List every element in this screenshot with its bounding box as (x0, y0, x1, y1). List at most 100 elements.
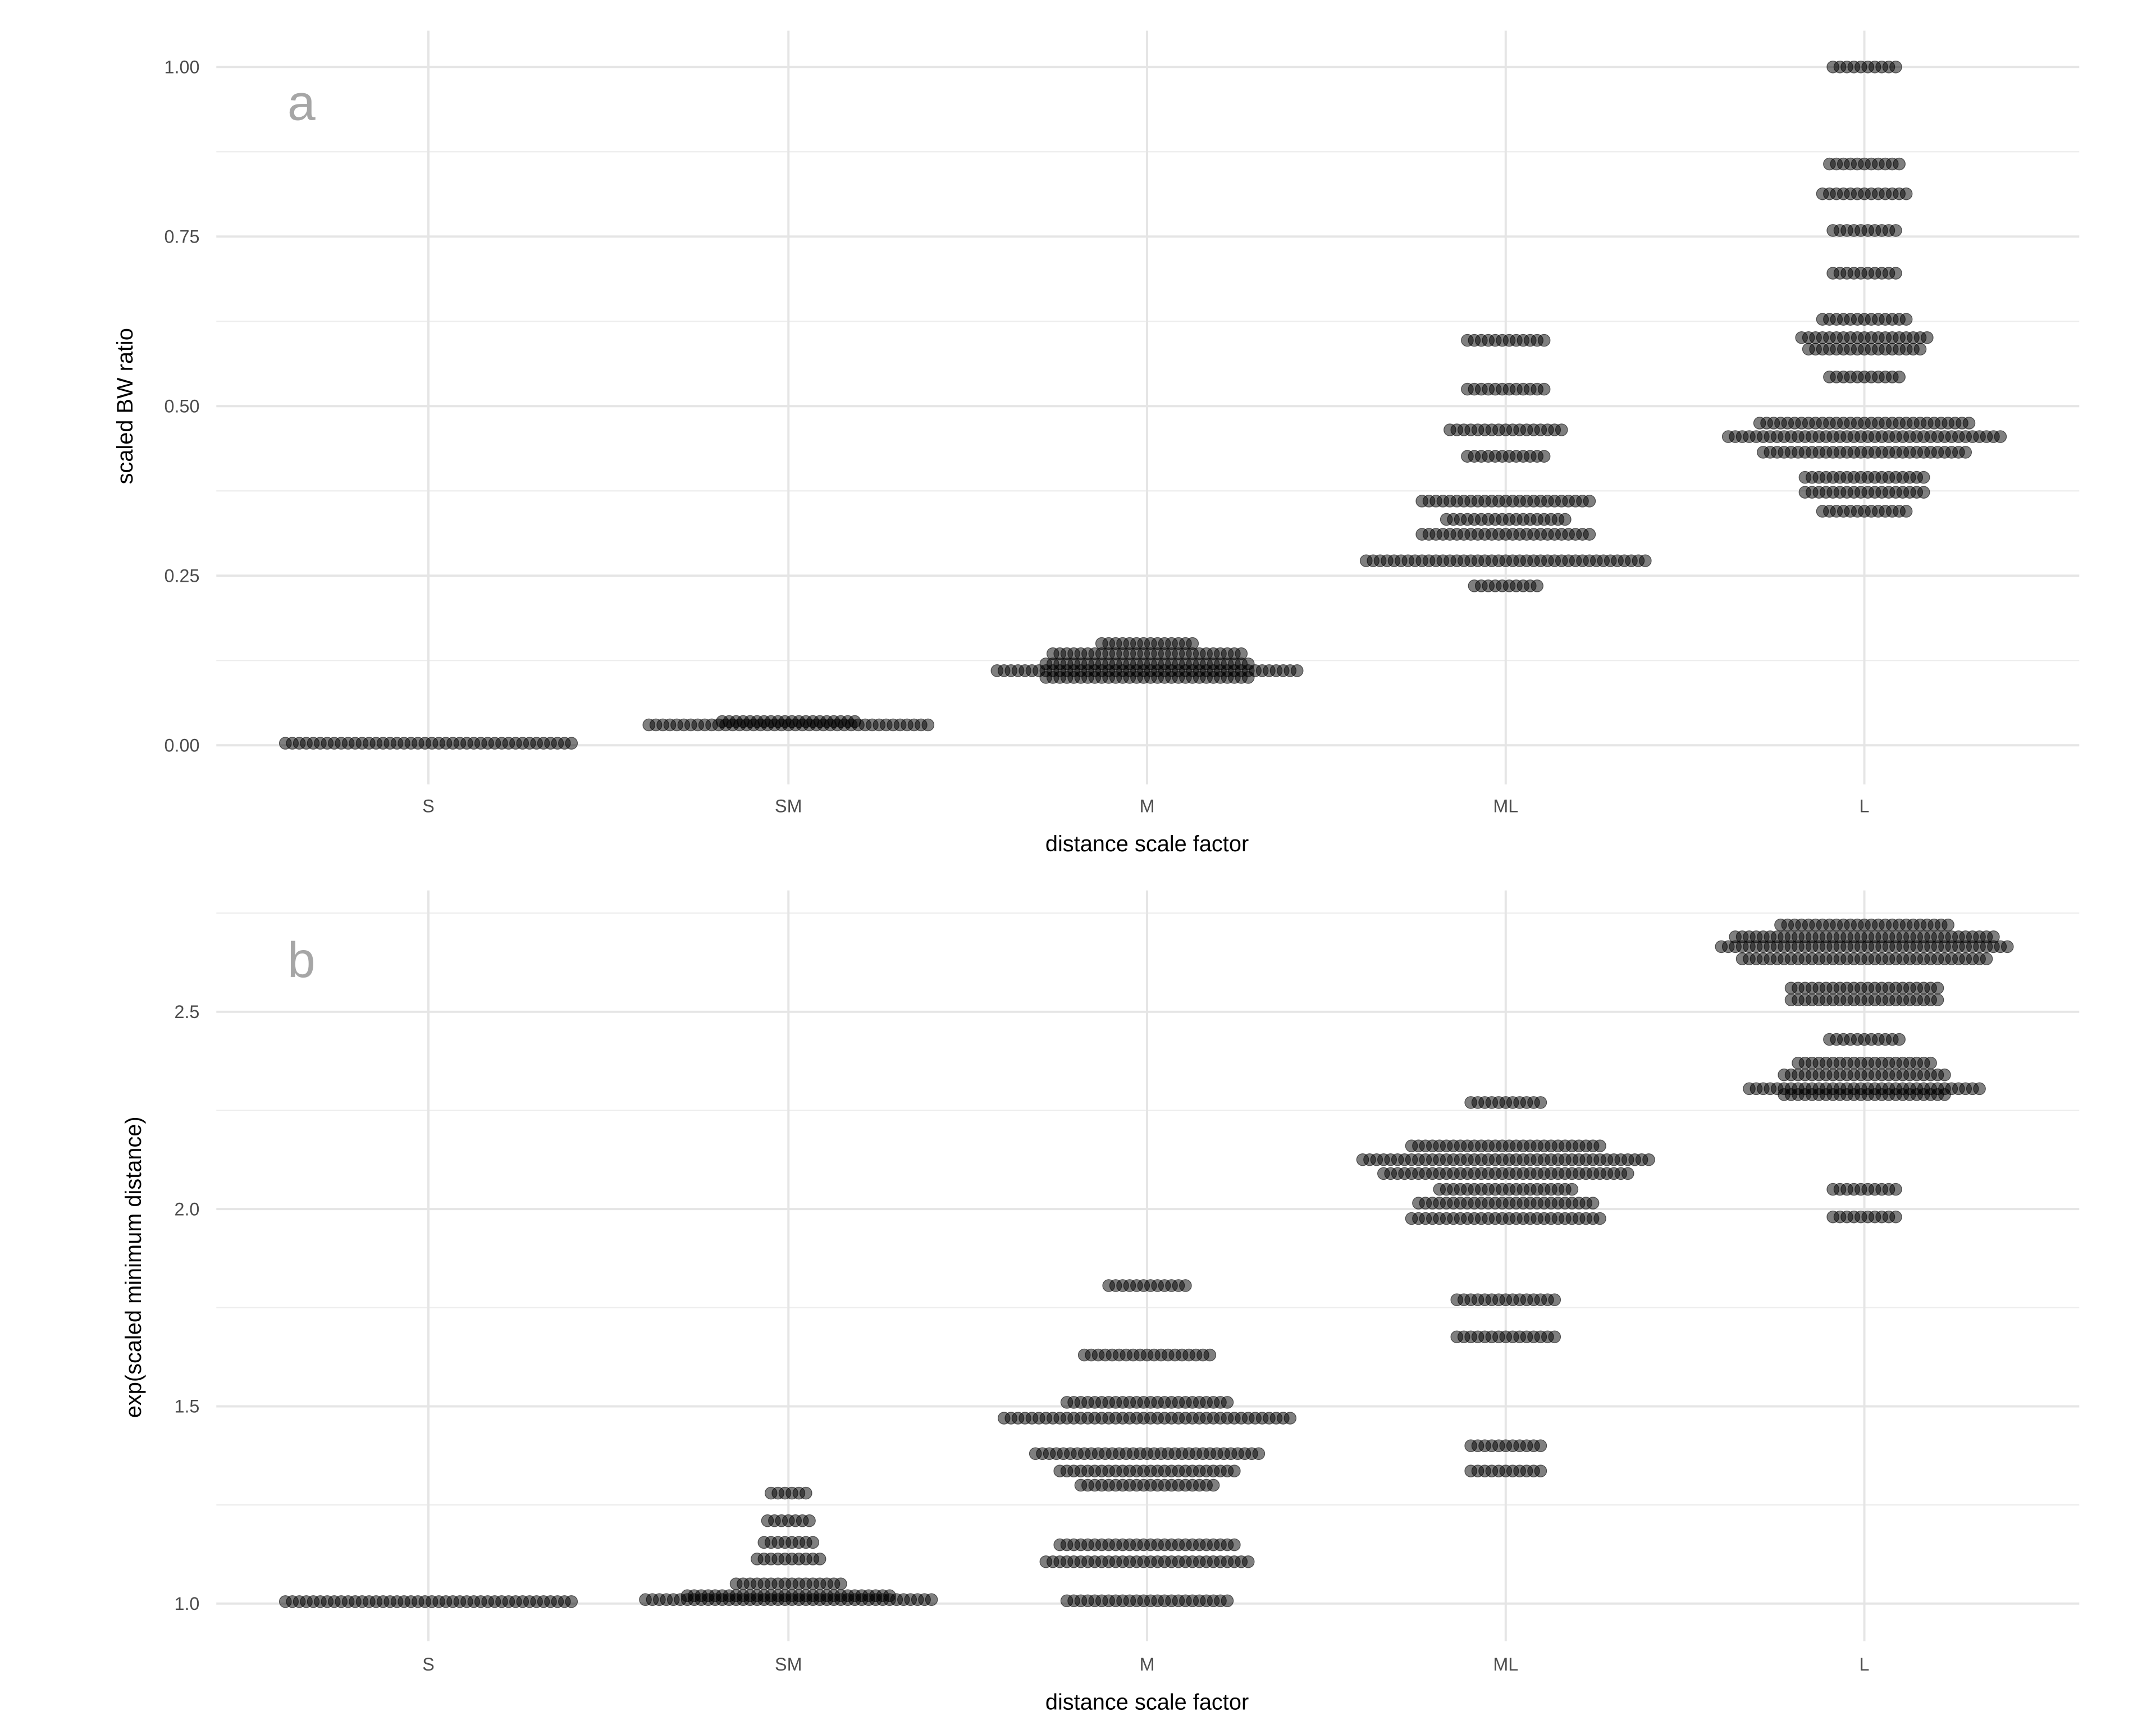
data-point (1186, 637, 1199, 650)
data-point (1994, 430, 2007, 443)
grid (216, 30, 2080, 784)
x-tick-label: M (1140, 1654, 1155, 1674)
data-point (1531, 579, 1544, 592)
x-tick-label: L (1860, 796, 1870, 816)
data-point (1639, 554, 1652, 567)
points-SM (642, 715, 935, 732)
data-point (813, 1553, 826, 1566)
data-point (1959, 446, 1972, 459)
x-tick-label: SM (775, 1654, 802, 1674)
x-axis-title-b: distance scale factor (1045, 1690, 1249, 1715)
data-point (1207, 1478, 1220, 1492)
data-point (1962, 417, 1976, 430)
data-point (1252, 1447, 1266, 1461)
x-axis-title-a: distance scale factor (1045, 832, 1249, 856)
data-point (1548, 1293, 1561, 1307)
points-M (990, 637, 1304, 684)
y-tick-label: 1.5 (175, 1397, 200, 1417)
points-SM (639, 1486, 938, 1607)
data-point (1893, 157, 1906, 171)
data-point (1235, 647, 1248, 660)
data-point (921, 718, 935, 732)
data-point (1942, 918, 1954, 932)
panel-label-a: a (287, 75, 316, 131)
data-point (925, 1593, 938, 1607)
data-point (1980, 952, 1993, 965)
y-tick-label: 0.25 (165, 565, 200, 586)
points-S (278, 1595, 578, 1608)
data-point (1593, 1212, 1606, 1225)
data-point (1537, 334, 1551, 347)
data-point (1917, 471, 1930, 484)
data-point (848, 715, 861, 728)
points-M (997, 1279, 1297, 1608)
data-point (1179, 1279, 1192, 1292)
data-point (1537, 450, 1551, 463)
data-point (565, 1595, 578, 1608)
data-point (1559, 513, 1572, 526)
panel-a: a distance scale factor scaled BW ratio … (113, 30, 2080, 856)
data-point (834, 1577, 847, 1590)
data-point (1586, 1197, 1600, 1210)
y-tick-label: 2.0 (175, 1199, 200, 1219)
y-tick-label: 2.5 (175, 1002, 200, 1022)
data-point (803, 1514, 816, 1527)
points-ML (1359, 334, 1652, 592)
data-point (1221, 1396, 1234, 1409)
data-point (1931, 982, 1944, 994)
x-tick-label: S (422, 1654, 435, 1674)
x-tick-label: L (1860, 1654, 1870, 1674)
data-point (1889, 267, 1902, 280)
data-point (565, 737, 578, 750)
points-ML (1356, 1096, 1655, 1477)
panel-b: b distance scale factor exp(scaled minim… (121, 890, 2080, 1715)
y-tick-label: 1.00 (165, 57, 200, 77)
y-tick-label: 1.0 (175, 1594, 200, 1614)
data-point (1938, 1088, 1951, 1101)
data-point (1938, 1068, 1951, 1081)
data-point (1889, 60, 1902, 74)
x-tick-label: SM (775, 796, 802, 816)
data-point (1534, 1464, 1547, 1477)
data-point (1621, 1167, 1634, 1180)
x-tick-label: ML (1493, 1654, 1518, 1674)
y-axis-title-b: exp(scaled minimum distance) (121, 1116, 146, 1418)
data-point (1583, 528, 1596, 541)
data-point (1899, 505, 1913, 518)
data-point (800, 1486, 812, 1500)
data-point (1555, 423, 1568, 436)
data-point (1893, 371, 1906, 384)
x-tick-label: S (422, 796, 435, 816)
data-point (1889, 1183, 1902, 1196)
data-point (1917, 486, 1930, 499)
data-point (1241, 1555, 1255, 1568)
data-point (1593, 1139, 1606, 1153)
y-tick-label: 0.00 (165, 735, 200, 755)
data-point (1642, 1153, 1655, 1166)
data-point (1565, 1183, 1579, 1196)
data-point (1913, 343, 1927, 356)
y-axis-title-a: scaled BW ratio (113, 328, 138, 484)
data-point (1290, 664, 1304, 677)
data-point (806, 1536, 820, 1549)
data-point (1899, 313, 1913, 326)
data-point (1221, 1594, 1234, 1608)
data-point (1931, 993, 1944, 1007)
data-point (1548, 1330, 1561, 1344)
data-point (1241, 657, 1255, 670)
data-point (1283, 1412, 1297, 1425)
data-point (1889, 224, 1902, 237)
data-point (1228, 1538, 1241, 1551)
data-point (1241, 671, 1255, 684)
y-tick-label: 0.75 (165, 226, 200, 247)
x-tick-label: M (1140, 796, 1155, 816)
x-tick-label: ML (1493, 796, 1518, 816)
data-point (1973, 1082, 1986, 1096)
data-point (1921, 331, 1934, 344)
data-point (1534, 1439, 1547, 1453)
data-point (1889, 1210, 1902, 1224)
data-point (1893, 1033, 1906, 1046)
points-S (278, 737, 578, 750)
